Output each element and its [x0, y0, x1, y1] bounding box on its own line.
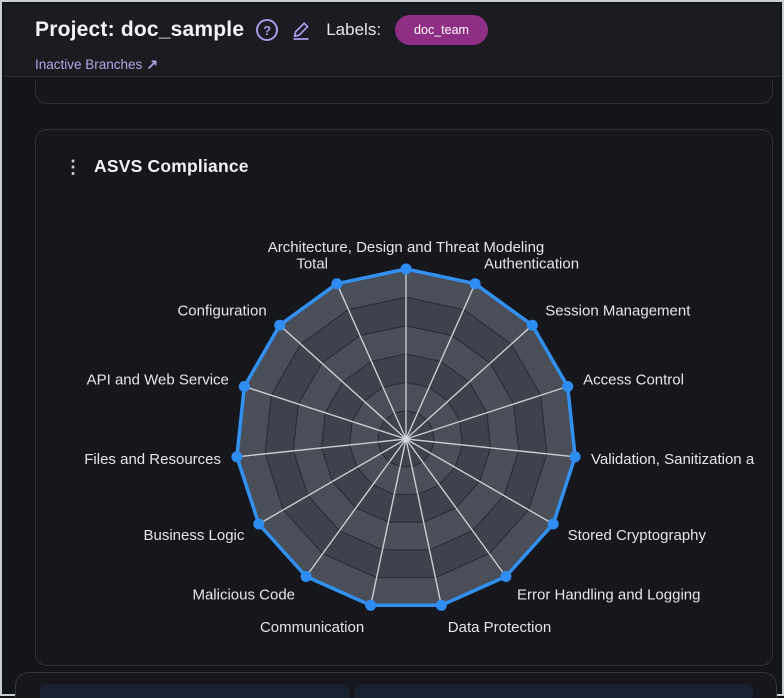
axis-spoke [405, 438, 576, 458]
axis-label: Validation, Sanitization a [591, 451, 755, 468]
data-point[interactable] [365, 599, 377, 611]
data-point[interactable] [331, 278, 343, 290]
page-title: Project: doc_sample [35, 18, 245, 41]
edit-pencil-icon[interactable] [290, 19, 312, 41]
axis-label: Access Control [583, 372, 684, 389]
data-point[interactable] [274, 319, 286, 331]
data-point[interactable] [569, 451, 581, 463]
help-icon[interactable]: ? [256, 19, 279, 41]
axis-spoke [405, 385, 568, 440]
axis-label: Error Handling and Logging [517, 586, 700, 603]
axis-spoke [236, 438, 407, 458]
next-card-top [15, 672, 777, 698]
data-point[interactable] [238, 381, 250, 392]
inactive-branches-link[interactable]: Inactive Branches ↗ [35, 56, 158, 73]
asvs-compliance-card: ⋮ ASVS Compliance Architecture, Design a… [35, 129, 773, 666]
axis-spoke [258, 438, 407, 525]
axis-spoke [305, 438, 407, 577]
axis-label: Architecture, Design and Threat Modeling [268, 239, 545, 256]
axis-label: Malicious Code [192, 586, 295, 603]
data-point[interactable] [231, 451, 243, 463]
axis-spoke [405, 438, 507, 577]
data-point[interactable] [400, 263, 412, 275]
kebab-drag-handle-icon[interactable]: ⋮ [64, 156, 82, 177]
asvs-radar-chart: Architecture, Design and Threat Modeling… [84, 239, 755, 636]
data-point[interactable] [526, 319, 538, 331]
data-point[interactable] [469, 278, 481, 290]
project-title-row: Project: doc_sample ? Labels: doc_team [35, 15, 488, 45]
axis-spoke [405, 438, 442, 606]
axis-label: Session Management [545, 303, 691, 320]
project-header: Project: doc_sample ? Labels: doc_team I… [4, 4, 780, 77]
data-point[interactable] [500, 571, 512, 582]
axis-spoke [279, 324, 407, 440]
labels-caption: Labels: [326, 20, 382, 39]
axis-label: Authentication [484, 256, 579, 273]
data-point[interactable] [300, 571, 312, 582]
data-point[interactable] [435, 599, 447, 611]
axis-label: Data Protection [448, 619, 551, 636]
next-card-segment-right[interactable] [354, 684, 753, 698]
axis-spoke [405, 283, 476, 440]
axis-label: Stored Cryptography [568, 527, 707, 544]
data-point[interactable] [547, 518, 559, 530]
inactive-branches-label: Inactive Branches [35, 57, 143, 72]
axis-spoke [405, 438, 554, 525]
card-header: ⋮ ASVS Compliance [64, 156, 249, 177]
axis-label: Communication [260, 619, 364, 636]
axis-spoke [336, 283, 407, 440]
axis-spoke [405, 324, 533, 440]
axis-label: Configuration [177, 303, 266, 320]
axis-spoke [244, 385, 407, 440]
data-point[interactable] [253, 518, 265, 530]
axis-spoke [370, 438, 407, 606]
axis-label: API and Web Service [87, 372, 229, 389]
next-card-segment-left[interactable] [40, 684, 350, 698]
axis-label: Files and Resources [84, 451, 221, 468]
external-arrow-icon: ↗ [146, 56, 159, 72]
data-point[interactable] [562, 381, 574, 392]
label-badge[interactable]: doc_team [395, 15, 488, 45]
card-title: ASVS Compliance [94, 156, 249, 176]
data-polygon [235, 267, 577, 608]
axis-label: Total [296, 256, 328, 273]
previous-card-bottom [35, 80, 773, 104]
axis-label: Business Logic [143, 527, 244, 544]
chart-center-dot [403, 436, 409, 442]
